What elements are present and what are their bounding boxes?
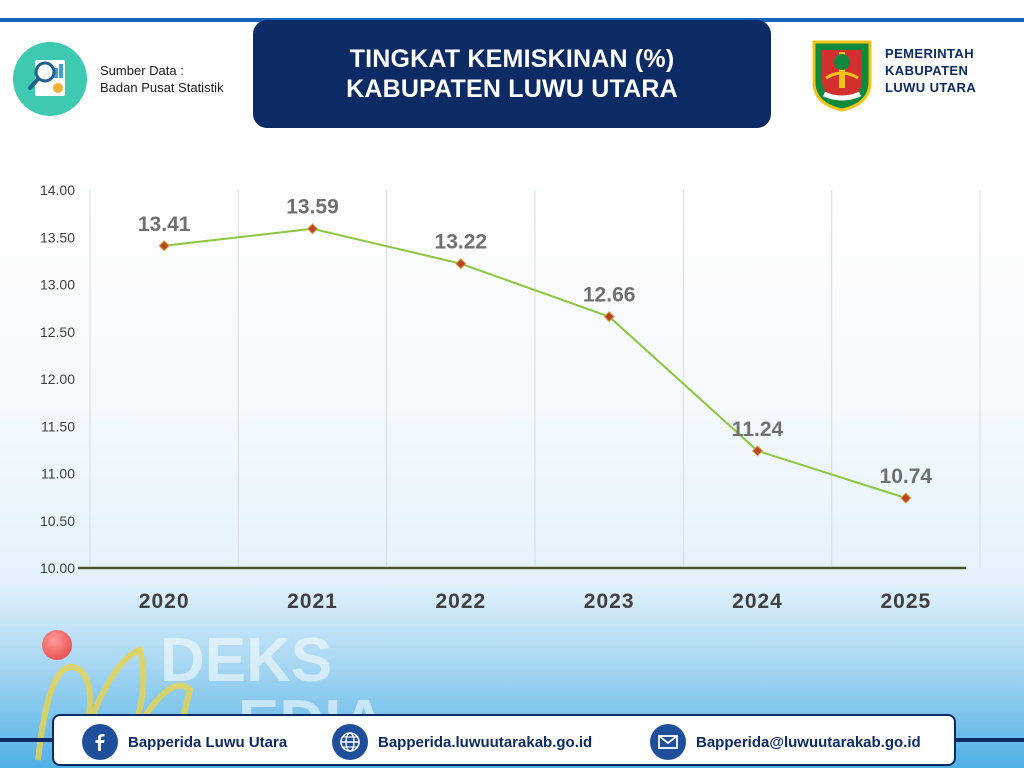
facebook-label: Bapperida Luwu Utara bbox=[128, 733, 288, 751]
y-tick-label: 13.00 bbox=[40, 277, 75, 293]
data-label: 13.22 bbox=[435, 231, 488, 254]
source-name: Badan Pusat Statistik bbox=[100, 80, 224, 95]
x-tick-label: 2025 bbox=[880, 590, 931, 613]
data-source-icon bbox=[13, 42, 87, 116]
page-background bbox=[0, 150, 1024, 768]
mail-icon bbox=[650, 724, 686, 760]
globe-icon bbox=[332, 724, 368, 760]
chart-title-box: TINGKAT KEMISKINAN (%) KABUPATEN LUWU UT… bbox=[253, 20, 771, 128]
data-point bbox=[900, 492, 912, 504]
y-tick-label: 14.00 bbox=[40, 182, 75, 198]
regency-emblem-icon bbox=[812, 40, 872, 112]
data-label: 13.41 bbox=[138, 213, 191, 236]
government-label: PEMERINTAH KABUPATEN LUWU UTARA bbox=[885, 45, 976, 96]
data-point bbox=[455, 258, 467, 270]
x-tick-label: 2022 bbox=[435, 590, 486, 613]
data-source-text: Sumber Data : Badan Pusat Statistik bbox=[100, 62, 224, 96]
gov-line-3: LUWU UTARA bbox=[885, 80, 977, 95]
website-contact[interactable]: Bapperida.luwuutarakab.go.id bbox=[332, 724, 592, 760]
data-point bbox=[158, 240, 170, 252]
y-tick-label: 12.00 bbox=[40, 371, 75, 387]
title-line-2: KABUPATEN LUWU UTARA bbox=[346, 75, 678, 103]
footer-bar: Bapperida Luwu Utara Bapperida.luwuutara… bbox=[52, 714, 956, 766]
source-label: Sumber Data : bbox=[100, 63, 184, 78]
y-tick-label: 11.50 bbox=[41, 418, 75, 434]
data-point bbox=[603, 310, 615, 323]
x-tick-label: 2023 bbox=[584, 590, 635, 613]
data-label: 13.59 bbox=[286, 196, 339, 219]
x-tick-label: 2024 bbox=[732, 590, 783, 613]
y-tick-label: 12.50 bbox=[40, 324, 75, 340]
y-tick-label: 11.00 bbox=[41, 466, 75, 482]
data-label: 10.74 bbox=[880, 465, 933, 488]
watermark-dot bbox=[42, 630, 72, 660]
y-tick-label: 13.50 bbox=[40, 229, 75, 245]
data-point bbox=[751, 445, 764, 457]
title-line-1: TINGKAT KEMISKINAN (%) bbox=[349, 45, 675, 73]
data-label: 11.24 bbox=[732, 418, 784, 441]
email-contact[interactable]: Bapperida@luwuutarakab.go.id bbox=[650, 724, 921, 760]
watermark-text-1: DEKS bbox=[160, 626, 333, 695]
email-label: Bapperida@luwuutarakab.go.id bbox=[696, 733, 921, 751]
data-point bbox=[306, 223, 319, 235]
gov-line-1: PEMERINTAH bbox=[885, 46, 974, 61]
facebook-contact[interactable]: Bapperida Luwu Utara bbox=[82, 724, 287, 760]
x-tick-label: 2020 bbox=[139, 590, 190, 613]
y-tick-label: 10.50 bbox=[40, 513, 75, 529]
y-tick-label: 10.00 bbox=[40, 560, 75, 576]
series-line bbox=[164, 227, 907, 500]
watermark-swoosh bbox=[35, 646, 194, 761]
gov-line-2: KABUPATEN bbox=[885, 63, 969, 78]
x-tick-label: 2021 bbox=[287, 590, 338, 613]
website-label: Bapperida.luwuutarakab.go.id bbox=[378, 733, 593, 751]
facebook-icon bbox=[82, 724, 118, 760]
data-label: 12.66 bbox=[583, 284, 636, 307]
